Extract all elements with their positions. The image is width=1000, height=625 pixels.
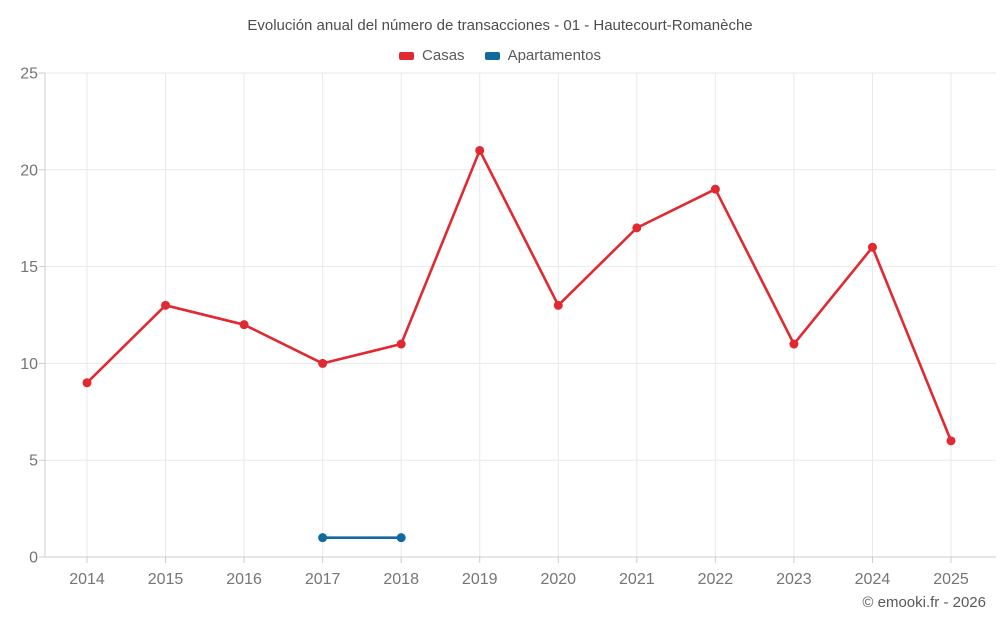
- x-tick-label: 2019: [462, 571, 498, 588]
- data-point-casas-2025[interactable]: [946, 436, 956, 446]
- data-point-casas-2024[interactable]: [867, 242, 877, 252]
- x-tick-label: 2014: [69, 571, 105, 588]
- data-point-casas-2018[interactable]: [396, 339, 406, 349]
- y-tick-label: 10: [20, 356, 38, 373]
- y-tick-label: 15: [20, 259, 38, 276]
- data-point-casas-2022[interactable]: [710, 184, 720, 194]
- x-tick-label: 2016: [226, 571, 262, 588]
- data-point-casas-2023[interactable]: [789, 339, 799, 349]
- data-point-casas-2017[interactable]: [318, 358, 328, 368]
- legend-item-casas[interactable]: Casas: [399, 47, 465, 64]
- data-point-apartamentos-2018[interactable]: [396, 533, 406, 543]
- x-tick-label: 2023: [776, 571, 812, 588]
- data-point-casas-2019[interactable]: [475, 145, 485, 155]
- legend-item-apartamentos[interactable]: Apartamentos: [484, 47, 601, 64]
- legend-label: Casas: [422, 47, 465, 64]
- data-point-casas-2016[interactable]: [239, 320, 249, 330]
- data-point-casas-2020[interactable]: [553, 300, 563, 310]
- chart-legend: Casas Apartamentos: [0, 47, 1000, 64]
- x-tick-label: 2022: [698, 571, 734, 588]
- x-tick-label: 2017: [305, 571, 341, 588]
- y-tick-label: 0: [29, 550, 38, 567]
- series-line-casas: [85, 149, 953, 443]
- x-tick-label: 2025: [933, 571, 969, 588]
- x-tick-label: 2020: [540, 571, 576, 588]
- chart-title: Evolución anual del número de transaccio…: [247, 17, 753, 34]
- y-tick-label: 20: [20, 162, 38, 179]
- legend-swatch-icon: [399, 51, 415, 60]
- data-point-casas-2015[interactable]: [161, 300, 171, 310]
- data-point-casas-2014[interactable]: [82, 378, 92, 388]
- x-tick-label: 2021: [619, 571, 655, 588]
- copyright-text: © emooki.fr - 2026: [862, 594, 986, 611]
- y-tick-label: 5: [29, 453, 38, 470]
- data-point-apartamentos-2017[interactable]: [318, 533, 328, 543]
- legend-label: Apartamentos: [507, 47, 601, 64]
- x-tick-label: 2015: [148, 571, 184, 588]
- y-tick-label: 25: [20, 66, 38, 83]
- x-tick-label: 2024: [855, 571, 891, 588]
- x-tick-label: 2018: [383, 571, 419, 588]
- legend-swatch-icon: [484, 51, 500, 60]
- data-point-casas-2021[interactable]: [632, 223, 642, 233]
